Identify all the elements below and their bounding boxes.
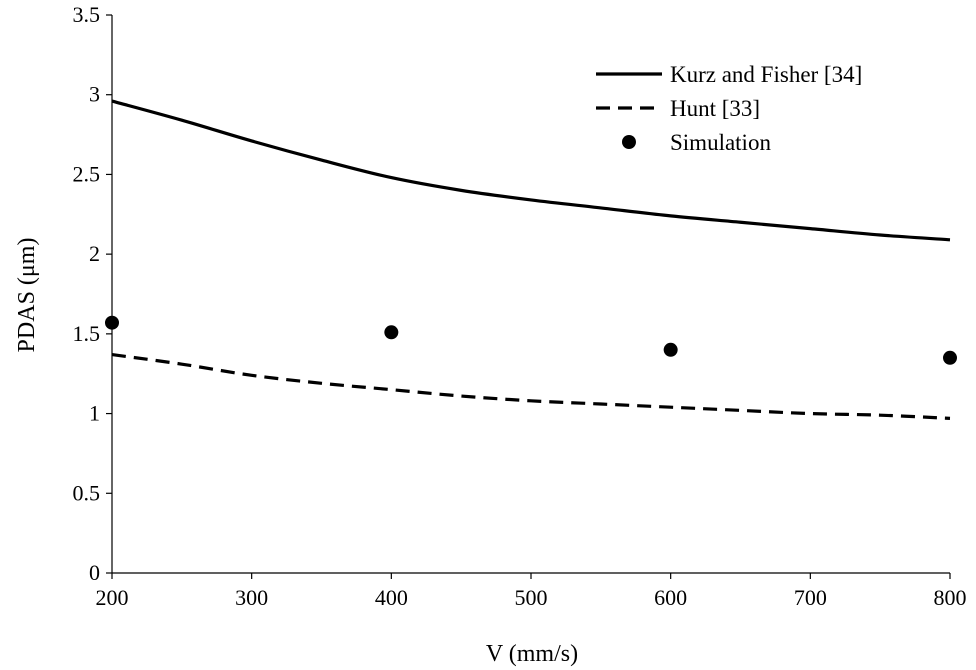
y-axis-title: PDAS (μm) xyxy=(14,238,40,353)
simulation-point-0 xyxy=(105,315,119,330)
kurz-fisher-line xyxy=(111,99,951,242)
y-tick-label-4: 2 xyxy=(89,241,100,266)
legend-label-hunt: Hunt [33] xyxy=(670,96,760,121)
x-tick-labels: 200 300 400 500 600 700 800 xyxy=(96,585,967,610)
simulation-point-1 xyxy=(384,325,399,340)
x-axis-title: V (mm/s) xyxy=(486,641,578,667)
y-tick-label-1: 0.5 xyxy=(73,480,101,505)
simulation-point-2 xyxy=(663,342,678,357)
legend-label-simulation: Simulation xyxy=(670,130,771,155)
legend-swatch-simulation xyxy=(622,135,636,149)
y-tick-label-6: 3 xyxy=(89,82,100,107)
y-tick-label-5: 2.5 xyxy=(73,161,101,186)
y-tick-label-2: 1 xyxy=(89,401,100,426)
x-tick-label-1: 300 xyxy=(235,585,268,610)
y-tick-label-0: 0 xyxy=(89,560,100,585)
x-tick-label-4: 600 xyxy=(654,585,687,610)
x-axis-ticks xyxy=(111,573,951,579)
y-tick-label-7: 3.5 xyxy=(73,2,101,27)
x-tick-label-2: 400 xyxy=(375,585,408,610)
hunt-line xyxy=(111,352,951,420)
series-group xyxy=(105,99,957,420)
legend: Kurz and Fisher [34] Hunt [33] Simulatio… xyxy=(596,62,862,155)
x-tick-label-6: 800 xyxy=(934,585,967,610)
x-tick-label-3: 500 xyxy=(515,585,548,610)
y-tick-labels: 0 0.5 1 1.5 2 2.5 3 3.5 xyxy=(73,2,101,585)
x-tick-label-5: 700 xyxy=(794,585,827,610)
legend-label-kurz-fisher: Kurz and Fisher [34] xyxy=(670,62,862,87)
y-tick-label-3: 1.5 xyxy=(73,321,101,346)
x-tick-label-0: 200 xyxy=(96,585,129,610)
plot-area xyxy=(105,14,957,579)
y-axis-ticks xyxy=(106,14,112,574)
simulation-point-3 xyxy=(943,350,957,365)
